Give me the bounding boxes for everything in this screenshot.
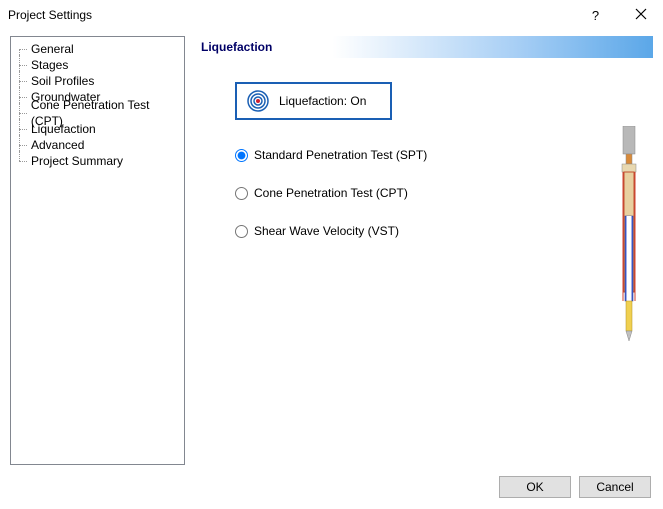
radio-spt-input[interactable] (235, 149, 248, 162)
nav-tree: General Stages Soil Profiles Groundwater… (10, 36, 185, 465)
radio-spt[interactable]: Standard Penetration Test (SPT) (235, 148, 653, 162)
window-title: Project Settings (8, 8, 573, 22)
dialog-content: General Stages Soil Profiles Groundwater… (0, 30, 663, 465)
test-method-group: Standard Penetration Test (SPT) Cone Pen… (235, 148, 653, 238)
radio-vst[interactable]: Shear Wave Velocity (VST) (235, 224, 653, 238)
radio-label: Standard Penetration Test (SPT) (254, 148, 427, 162)
titlebar: Project Settings ? (0, 0, 663, 30)
tree-item-soil-profiles[interactable]: Soil Profiles (11, 73, 184, 89)
radio-label: Cone Penetration Test (CPT) (254, 186, 408, 200)
liquefaction-toggle[interactable]: Liquefaction: On (235, 82, 392, 120)
tree-connector-icon (17, 107, 31, 119)
tree-connector-icon (17, 139, 31, 151)
tree-item-advanced[interactable]: Advanced (11, 137, 184, 153)
tree-item-label: General (31, 41, 74, 57)
close-button[interactable] (618, 0, 663, 30)
ok-button[interactable]: OK (499, 476, 571, 498)
tree-item-cpt[interactable]: Cone Penetration Test (CPT) (11, 105, 184, 121)
tree-connector-icon (17, 75, 31, 87)
tree-item-project-summary[interactable]: Project Summary (11, 153, 184, 169)
tree-item-label: Stages (31, 57, 68, 73)
target-icon (247, 90, 269, 112)
panel-title: Liquefaction (195, 36, 653, 58)
tree-connector-icon (17, 59, 31, 71)
radio-label: Shear Wave Velocity (VST) (254, 224, 399, 238)
close-icon (635, 7, 647, 23)
tree-item-label: Soil Profiles (31, 73, 94, 89)
toggle-label: Liquefaction: On (279, 94, 366, 108)
radio-cpt-input[interactable] (235, 187, 248, 200)
tree-connector-icon (17, 43, 31, 55)
radio-vst-input[interactable] (235, 225, 248, 238)
help-button[interactable]: ? (573, 0, 618, 30)
probe-illustration-icon (611, 126, 647, 349)
tree-connector-icon (17, 123, 31, 135)
tree-item-general[interactable]: General (11, 41, 184, 57)
tree-item-label: Liquefaction (31, 121, 96, 137)
tree-connector-icon (17, 155, 31, 167)
tree-item-stages[interactable]: Stages (11, 57, 184, 73)
radio-cpt[interactable]: Cone Penetration Test (CPT) (235, 186, 653, 200)
dialog-footer: OK Cancel (0, 465, 663, 509)
project-settings-dialog: Project Settings ? General Stages Soil P… (0, 0, 663, 509)
tree-connector-icon (17, 91, 31, 103)
cancel-button[interactable]: Cancel (579, 476, 651, 498)
main-panel: Liquefaction Liquefaction: On Standard P… (195, 36, 653, 465)
tree-item-label: Advanced (31, 137, 84, 153)
tree-item-label: Project Summary (31, 153, 123, 169)
